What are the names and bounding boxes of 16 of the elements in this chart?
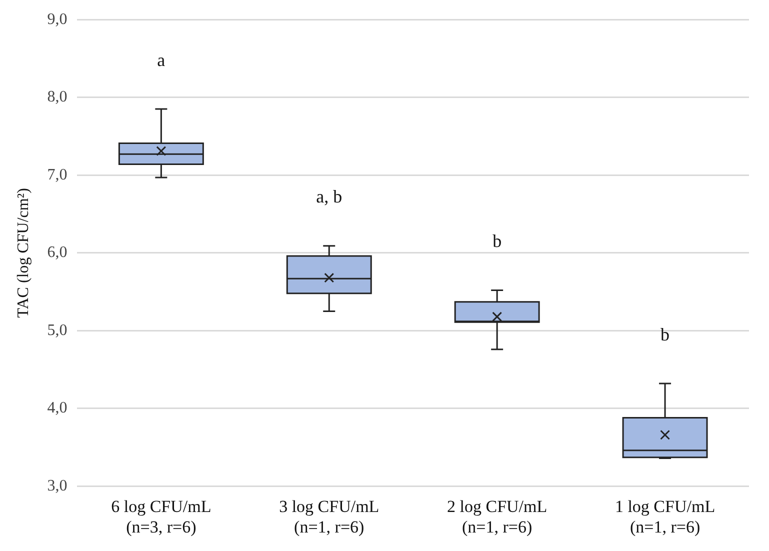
x-tick-label: 1 log CFU/mL (n=1, r=6) (614, 496, 716, 536)
y-tick-label: 7,0 (47, 166, 68, 184)
annotation: b (492, 230, 502, 251)
y-axis-title: TAC (log CFU/cm²) (14, 188, 32, 318)
y-tick-label: 5,0 (47, 322, 68, 339)
y-tick-label: 8,0 (47, 88, 68, 106)
x-tick-label: 3 log CFU/mL (n=1, r=6) (279, 496, 380, 536)
y-tick-label: 4,0 (47, 400, 68, 417)
x-tick-label: 2 log CFU/mL (n=1, r=6) (447, 496, 548, 536)
annotation: b (660, 324, 670, 344)
annotation: a (157, 50, 166, 70)
annotation: a, b (316, 186, 342, 207)
y-tick-label: 3,0 (47, 477, 68, 494)
y-tick-label: 6,0 (47, 244, 68, 262)
y-tick-label: 9,0 (47, 10, 68, 28)
x-tick-label: 6 log CFU/mL (n=3, r=6) (111, 496, 212, 536)
